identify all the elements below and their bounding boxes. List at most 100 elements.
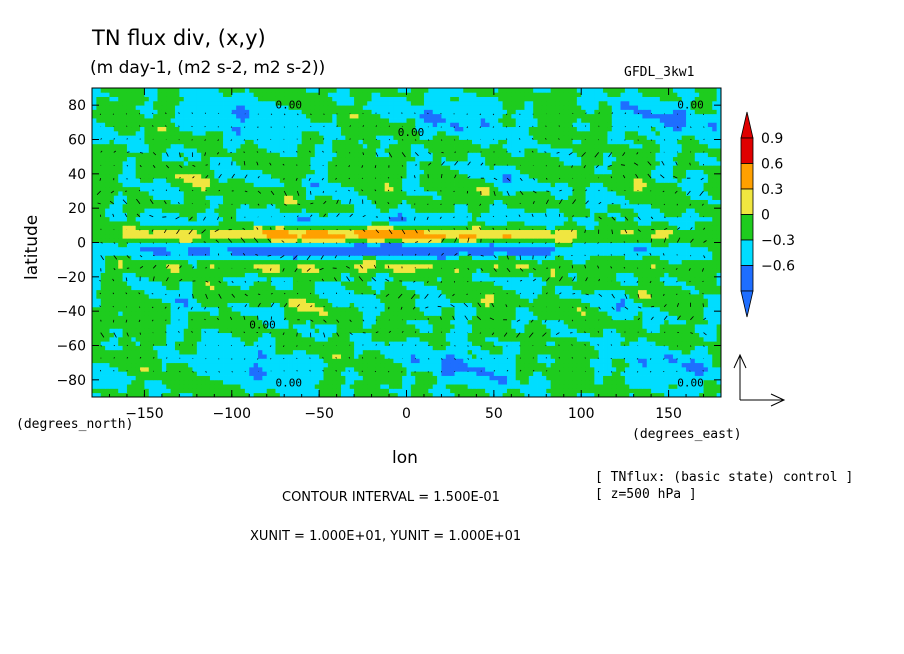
heatmap-cell: [384, 362, 390, 368]
heatmap-cell: [651, 388, 656, 394]
heatmap-cell: [541, 328, 547, 334]
heatmap-cell: [161, 366, 167, 372]
heatmap-cell: [463, 324, 469, 329]
heatmap-cell: [467, 358, 473, 364]
heatmap-cell: [699, 336, 704, 342]
heatmap-cell: [397, 362, 403, 368]
heatmap-cell: [153, 298, 158, 303]
heatmap-cell: [432, 246, 438, 252]
heatmap-cell: [284, 268, 289, 273]
heatmap-cell: [633, 281, 639, 286]
heatmap-cell: [633, 375, 639, 381]
heatmap-cell: [594, 263, 600, 269]
heatmap-cell: [642, 324, 648, 329]
heatmap-cell: [467, 255, 473, 261]
heatmap-cell: [524, 319, 530, 325]
heatmap-cell: [319, 276, 324, 282]
heatmap-cell: [201, 354, 206, 359]
heatmap-cell: [402, 345, 407, 351]
heatmap-cell: [310, 315, 316, 321]
heatmap-cell: [297, 298, 303, 303]
heatmap-cell: [354, 251, 359, 256]
heatmap-cell: [476, 272, 482, 278]
heatmap-cell: [633, 315, 639, 321]
heatmap-cell: [712, 379, 718, 385]
heatmap-cell: [550, 259, 556, 265]
heatmap-cell: [445, 294, 451, 299]
heatmap-cell: [498, 328, 503, 334]
heatmap-cell: [568, 298, 573, 303]
heatmap-cell: [362, 306, 368, 312]
heatmap-cell: [686, 285, 691, 291]
heatmap-cell: [323, 345, 329, 351]
heatmap-cell: [288, 311, 294, 316]
heatmap-cell: [288, 302, 294, 308]
heatmap-cell: [266, 384, 272, 389]
heatmap-cell: [345, 246, 351, 252]
heatmap-cell: [249, 298, 255, 303]
heatmap-cell: [266, 246, 272, 252]
heatmap-cell: [122, 319, 128, 325]
heatmap-cell: [410, 324, 416, 329]
heatmap-cell: [437, 311, 442, 316]
heatmap-cell: [668, 366, 674, 372]
heatmap-cell: [179, 379, 185, 385]
heatmap-cell: [629, 345, 635, 351]
heatmap-cell: [585, 332, 591, 338]
heatmap-cell: [699, 259, 704, 265]
heatmap-cell: [694, 336, 700, 342]
heatmap-cell: [620, 358, 626, 364]
heatmap-cell: [699, 302, 704, 308]
heatmap-cell: [118, 298, 123, 303]
heatmap-cell: [458, 289, 464, 295]
heatmap-cell: [148, 328, 154, 334]
heatmap-cell: [419, 349, 425, 355]
heatmap-cell: [131, 354, 137, 359]
heatmap-cell: [633, 324, 639, 329]
heatmap-cell: [410, 315, 416, 321]
heatmap-cell: [642, 302, 648, 308]
heatmap-cell: [568, 311, 573, 316]
heatmap-cell: [668, 268, 674, 273]
heatmap-cell: [349, 319, 355, 325]
heatmap-cell: [161, 332, 167, 338]
heatmap-cell: [236, 341, 241, 346]
heatmap-cell: [515, 259, 521, 265]
heatmap-cell: [126, 354, 132, 359]
heatmap-cell: [546, 294, 552, 299]
heatmap-cell: [253, 371, 259, 376]
heatmap-cell: [437, 324, 442, 329]
heatmap-cell: [301, 289, 307, 295]
heatmap-cell: [515, 375, 521, 381]
heatmap-cell: [712, 358, 718, 364]
heatmap-cell: [161, 298, 167, 303]
heatmap-cell: [244, 276, 250, 282]
heatmap-cell: [174, 375, 180, 381]
heatmap-cell: [100, 384, 106, 389]
heatmap-cell: [249, 289, 255, 295]
heatmap-cell: [633, 336, 639, 342]
heatmap-cell: [240, 336, 246, 342]
heatmap-cell: [126, 315, 132, 321]
heatmap-cell: [703, 388, 709, 394]
heatmap-cell: [410, 371, 416, 376]
heatmap-cell: [223, 384, 228, 389]
heatmap-cell: [218, 255, 224, 261]
heatmap-cell: [105, 259, 110, 265]
heatmap-cell: [148, 341, 154, 346]
heatmap-cell: [148, 371, 154, 376]
heatmap-cell: [288, 362, 294, 368]
heatmap-cell: [148, 281, 154, 286]
heatmap-cell: [375, 311, 381, 316]
heatmap-cell: [572, 345, 578, 351]
heatmap-cell: [231, 392, 237, 398]
heatmap-cell: [603, 259, 608, 265]
heatmap-cell: [546, 298, 552, 303]
heatmap-cell: [319, 281, 324, 286]
heatmap-cell: [332, 366, 338, 372]
heatmap-cell: [423, 332, 429, 338]
heatmap-cell: [345, 345, 351, 351]
heatmap-cell: [310, 341, 316, 346]
heatmap-cell: [480, 268, 486, 273]
heatmap-cell: [585, 341, 591, 346]
